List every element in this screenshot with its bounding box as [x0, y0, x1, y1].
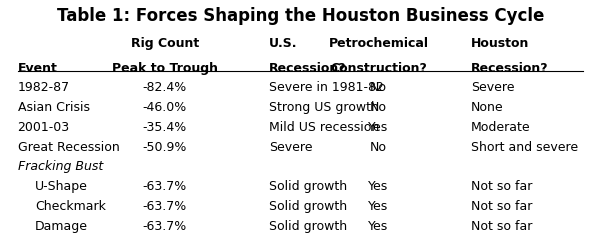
Text: Mild US recession: Mild US recession — [268, 121, 379, 134]
Text: Houston: Houston — [471, 37, 529, 50]
Text: Moderate: Moderate — [471, 121, 530, 134]
Text: -63.7%: -63.7% — [143, 220, 187, 233]
Text: U-Shape: U-Shape — [35, 180, 88, 193]
Text: 2001-03: 2001-03 — [17, 121, 70, 134]
Text: Severe in 1981-82: Severe in 1981-82 — [268, 81, 383, 94]
Text: None: None — [471, 101, 503, 114]
Text: Short and severe: Short and severe — [471, 141, 578, 154]
Text: Fracking Bust: Fracking Bust — [17, 160, 103, 173]
Text: Petrochemical: Petrochemical — [329, 37, 429, 50]
Text: Not so far: Not so far — [471, 200, 532, 213]
Text: Yes: Yes — [368, 220, 388, 233]
Text: Damage: Damage — [35, 220, 88, 233]
Text: -46.0%: -46.0% — [143, 101, 187, 114]
Text: -63.7%: -63.7% — [143, 180, 187, 193]
Text: Table 1: Forces Shaping the Houston Business Cycle: Table 1: Forces Shaping the Houston Busi… — [57, 7, 544, 25]
Text: Yes: Yes — [368, 200, 388, 213]
Text: Not so far: Not so far — [471, 180, 532, 193]
Text: No: No — [370, 81, 387, 94]
Text: U.S.: U.S. — [268, 37, 297, 50]
Text: No: No — [370, 101, 387, 114]
Text: Great Recession: Great Recession — [17, 141, 119, 154]
Text: Rig Count: Rig Count — [131, 37, 199, 50]
Text: Not so far: Not so far — [471, 220, 532, 233]
Text: Event: Event — [17, 62, 57, 75]
Text: Severe: Severe — [471, 81, 514, 94]
Text: -50.9%: -50.9% — [143, 141, 187, 154]
Text: Yes: Yes — [368, 121, 388, 134]
Text: Strong US growth: Strong US growth — [268, 101, 379, 114]
Text: -63.7%: -63.7% — [143, 200, 187, 213]
Text: No: No — [370, 141, 387, 154]
Text: Solid growth: Solid growth — [268, 200, 347, 213]
Text: 1982-87: 1982-87 — [17, 81, 70, 94]
Text: Solid growth: Solid growth — [268, 180, 347, 193]
Text: Recession?: Recession? — [268, 62, 346, 75]
Text: Severe: Severe — [268, 141, 312, 154]
Text: Asian Crisis: Asian Crisis — [17, 101, 90, 114]
Text: -82.4%: -82.4% — [143, 81, 187, 94]
Text: -35.4%: -35.4% — [143, 121, 187, 134]
Text: Peak to Trough: Peak to Trough — [112, 62, 218, 75]
Text: Checkmark: Checkmark — [35, 200, 106, 213]
Text: Solid growth: Solid growth — [268, 220, 347, 233]
Text: Yes: Yes — [368, 180, 388, 193]
Text: Recession?: Recession? — [471, 62, 548, 75]
Text: Construction?: Construction? — [330, 62, 427, 75]
